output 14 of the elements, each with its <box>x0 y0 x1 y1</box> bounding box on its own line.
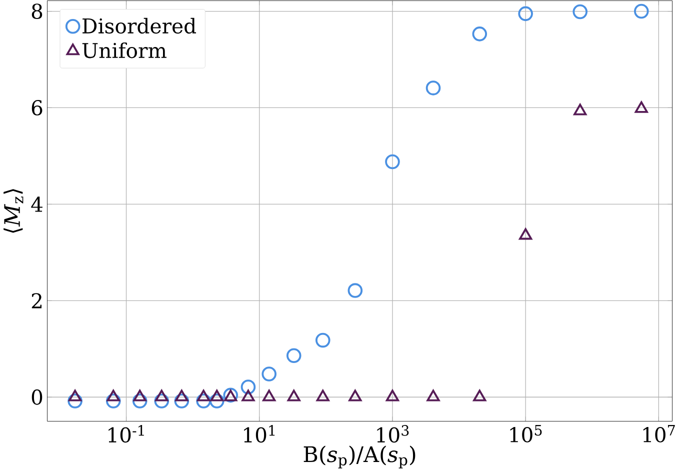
y-axis-title: ⟨M$_{z}$⟩ <box>4 189 24 233</box>
y-tick-label: 2 <box>32 293 42 308</box>
x-tick-label: 10$^{3}$ <box>377 425 409 443</box>
x-axis-title: B(s$_{p}$)/A(s$_{p}$) <box>304 446 416 468</box>
y-tick-label: 6 <box>32 100 42 116</box>
legend-label: Uniform <box>82 42 166 58</box>
y-tick-label: 4 <box>31 196 42 212</box>
legend-label: Disordered <box>82 18 196 34</box>
y-tick-label: 8 <box>32 4 42 19</box>
x-tick-label: 10$^{-1}$ <box>108 425 144 443</box>
x-tick-label: 10$^{5}$ <box>510 425 542 442</box>
x-tick-label: 10$^{1}$ <box>244 425 275 443</box>
x-tick-label: 10$^{7}$ <box>643 425 675 442</box>
y-tick-label: 0 <box>32 389 42 405</box>
